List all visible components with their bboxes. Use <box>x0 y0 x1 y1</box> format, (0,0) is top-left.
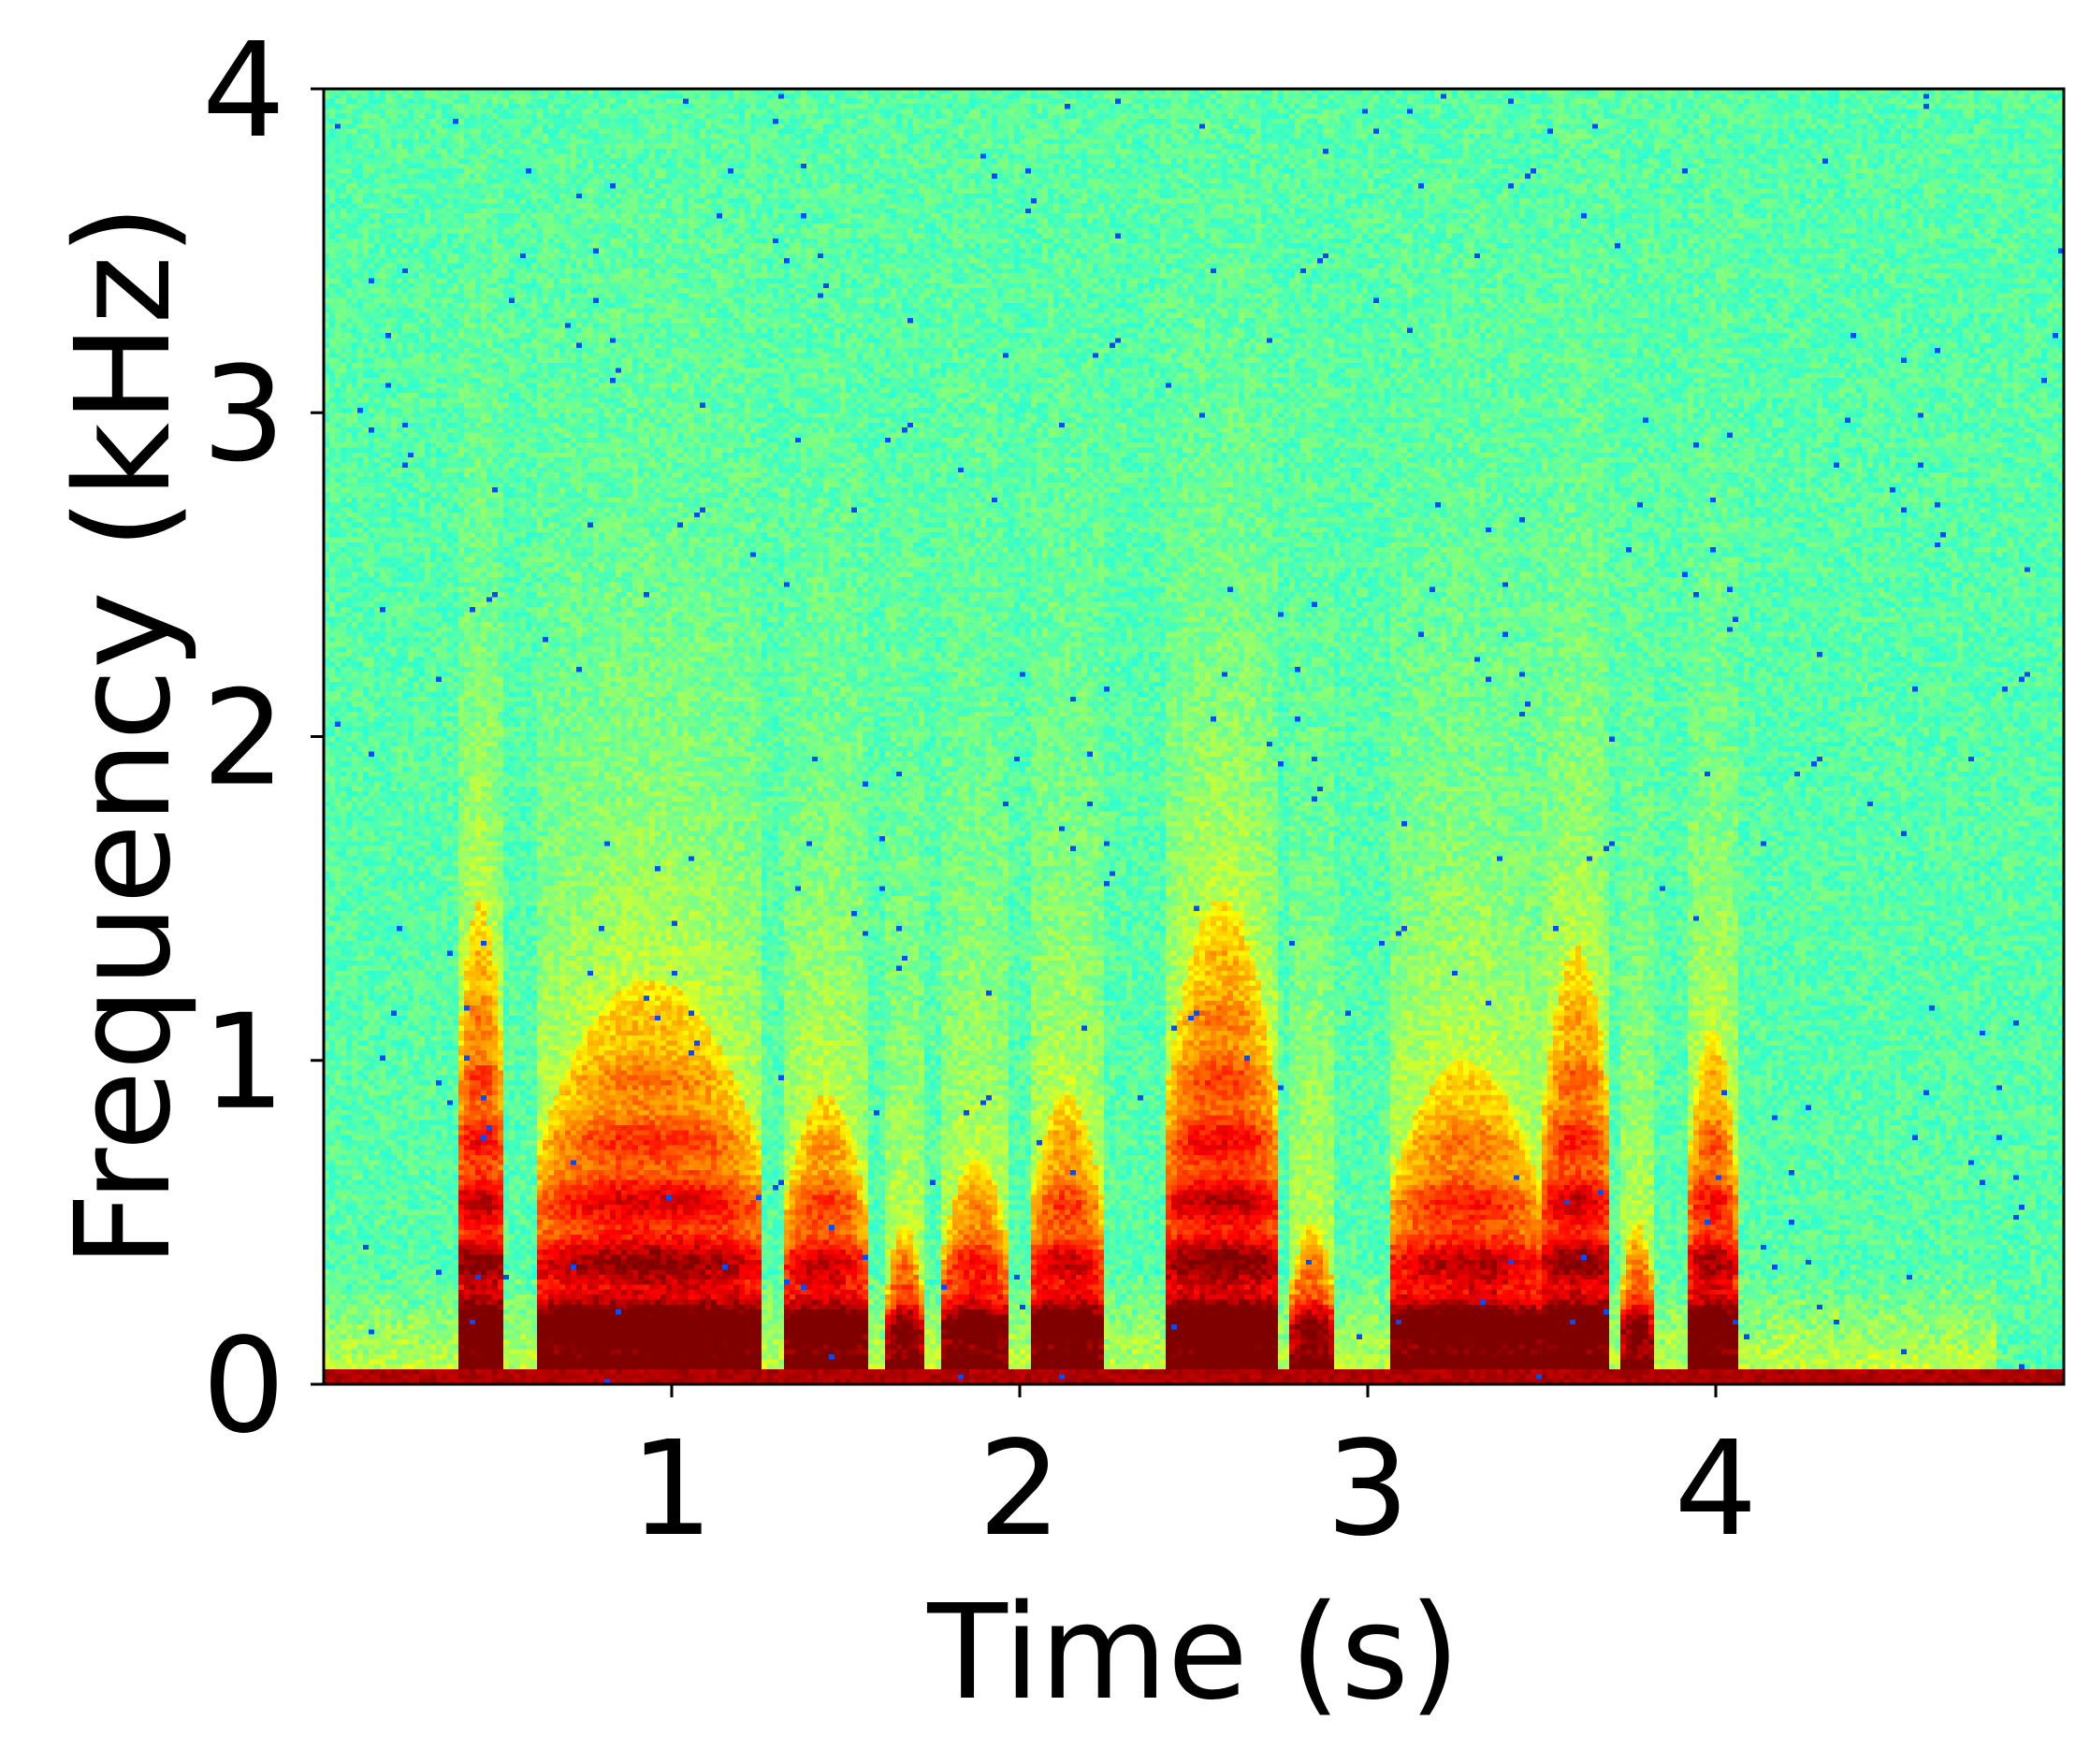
x-axis: 1 2 3 4 <box>630 1384 1758 1566</box>
spectrogram-image <box>324 89 2064 1384</box>
y-tick-label: 1 <box>202 987 285 1139</box>
plot-area <box>322 87 2066 1386</box>
y-axis: 0 1 2 3 4 <box>202 15 324 1463</box>
x-axis-label: Time (s) <box>926 1577 1459 1729</box>
y-tick-label: 0 <box>202 1310 285 1463</box>
x-tick-label: 1 <box>630 1413 713 1566</box>
y-tick-label: 4 <box>202 15 285 167</box>
y-tick-label: 2 <box>202 663 285 816</box>
x-tick-label: 4 <box>1674 1413 1757 1566</box>
y-axis-label: Frequency (kHz) <box>48 205 200 1268</box>
x-tick-label: 2 <box>978 1413 1061 1566</box>
y-tick-label: 3 <box>202 339 285 491</box>
x-tick-label: 3 <box>1326 1413 1409 1566</box>
